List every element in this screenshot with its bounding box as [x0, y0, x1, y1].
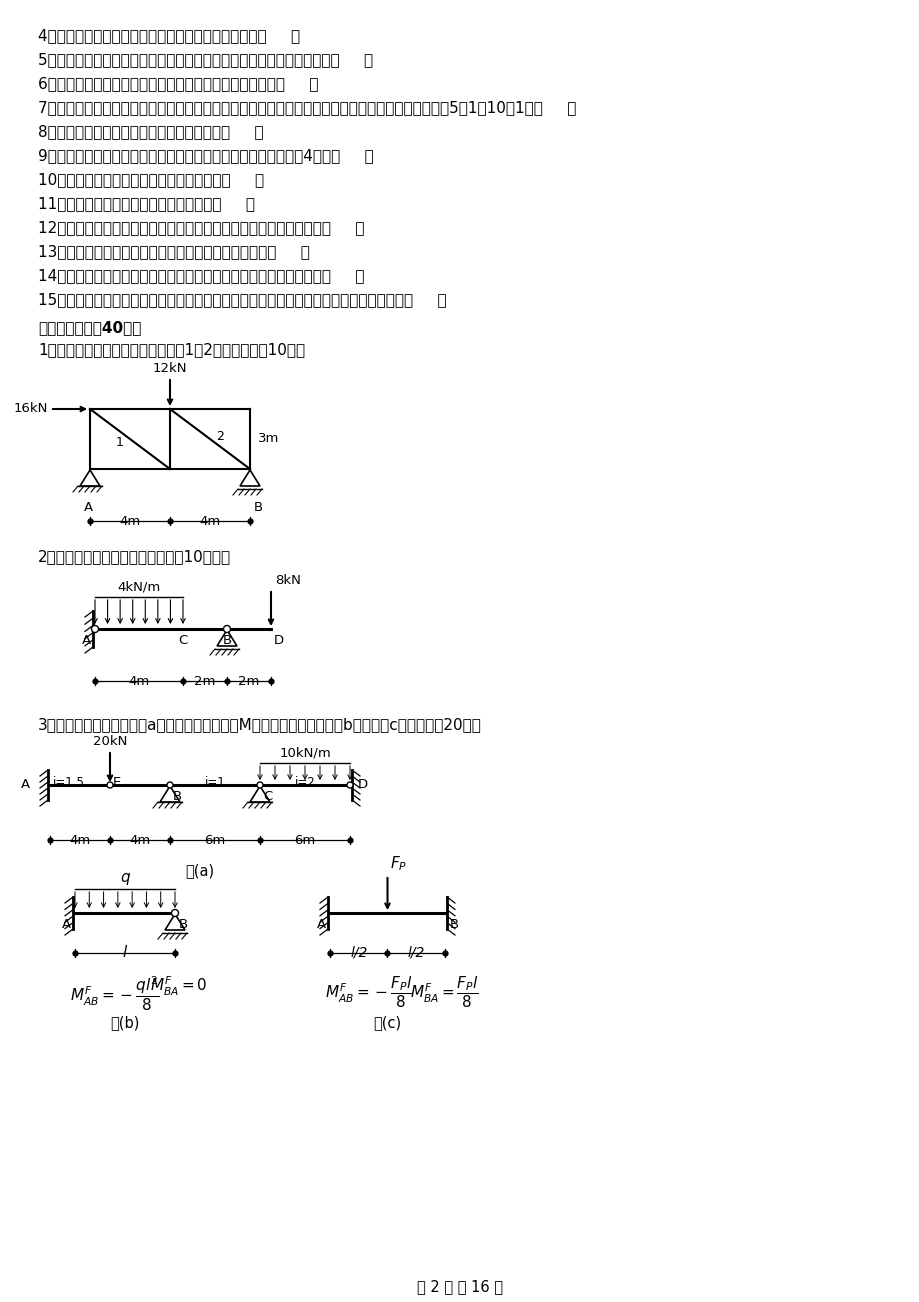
- Text: 图(a): 图(a): [186, 863, 214, 878]
- Text: 2: 2: [216, 430, 223, 443]
- Text: 三、计算题（全40分）: 三、计算题（全40分）: [38, 320, 142, 335]
- Text: $F_P$: $F_P$: [390, 854, 407, 874]
- Text: $M_{BA}^F = \dfrac{F_Pl}{8}$: $M_{BA}^F = \dfrac{F_Pl}{8}$: [410, 975, 478, 1010]
- Text: 3m: 3m: [257, 432, 279, 445]
- Text: 第 2 页 共 16 页: 第 2 页 共 16 页: [416, 1280, 503, 1294]
- Text: 1: 1: [116, 435, 124, 448]
- Text: A: A: [62, 918, 71, 931]
- Text: 4m: 4m: [129, 674, 150, 687]
- Text: 15．力系简化所得的合力的投影和简化中心位置无关，而合力偶矩和简化中心位置有关。（     ）: 15．力系简化所得的合力的投影和简化中心位置无关，而合力偶矩和简化中心位置有关。…: [38, 292, 446, 307]
- Text: 3、用力矩分配法计算图（a）所示连续梁，并画M图。固端弯矩表见图（b）和图（c）所示。（20分）: 3、用力矩分配法计算图（a）所示连续梁，并画M图。固端弯矩表见图（b）和图（c）…: [38, 717, 482, 732]
- Text: 2m: 2m: [194, 674, 215, 687]
- Text: q: q: [120, 870, 130, 885]
- Text: 图(b): 图(b): [110, 1016, 140, 1030]
- Text: A: A: [82, 634, 91, 647]
- Text: 4kN/m: 4kN/m: [118, 579, 161, 592]
- Text: $M_{AB}^F = -\dfrac{F_Pl}{8}$: $M_{AB}^F = -\dfrac{F_Pl}{8}$: [324, 975, 412, 1010]
- Text: 5．杆件变形的基本形式共有轴向拉伸与压缩、剪切、捧转和弯曲四种。（     ）: 5．杆件变形的基本形式共有轴向拉伸与压缩、剪切、捧转和弯曲四种。（ ）: [38, 52, 373, 66]
- Text: 6．截面上的剪力使研究对象有逆时针转向趋势时取正値。（     ）: 6．截面上的剪力使研究对象有逆时针转向趋势时取正値。（ ）: [38, 76, 318, 91]
- Text: $M_{AB}^F = -\dfrac{ql^2}{8}$: $M_{AB}^F = -\dfrac{ql^2}{8}$: [70, 975, 160, 1013]
- Text: l: l: [123, 945, 127, 960]
- Text: 4m: 4m: [199, 516, 221, 529]
- Text: B: B: [449, 918, 459, 931]
- Text: i=1: i=1: [204, 776, 225, 789]
- Text: B: B: [222, 634, 232, 647]
- Text: 图(c): 图(c): [373, 1016, 401, 1030]
- Text: A: A: [316, 918, 325, 931]
- Text: 8kN: 8kN: [275, 574, 301, 587]
- Text: 14．在使用图乘法时，两个相乘的图形中，至少有一个为直线图形。（     ）: 14．在使用图乘法时，两个相乘的图形中，至少有一个为直线图形。（ ）: [38, 268, 364, 283]
- Text: l/2: l/2: [407, 947, 425, 960]
- Text: B: B: [173, 790, 182, 803]
- Text: 8．平面图形的对称轴一定通过图形的形心。（     ）: 8．平面图形的对称轴一定通过图形的形心。（ ）: [38, 124, 264, 139]
- Text: $M_{BA}^F = 0$: $M_{BA}^F = 0$: [150, 975, 208, 999]
- Text: B: B: [179, 918, 187, 931]
- Text: i=2: i=2: [294, 776, 315, 789]
- Circle shape: [346, 783, 353, 788]
- Circle shape: [256, 783, 263, 788]
- Text: A: A: [21, 779, 30, 792]
- Text: 11．力法的基本未知量就是多余未知力。（     ）: 11．力法的基本未知量就是多余未知力。（ ）: [38, 197, 255, 211]
- Text: 4m: 4m: [130, 835, 151, 848]
- Circle shape: [223, 625, 231, 633]
- Text: 10kN/m: 10kN/m: [278, 747, 331, 760]
- Text: E: E: [113, 776, 121, 789]
- Text: 6m: 6m: [294, 835, 315, 848]
- Text: 7．作材料的拉伸试验的试件，中间部分的工作长度是标距，规定圆形截面的试件，标距和直径之比为5：1或10：1。（     ）: 7．作材料的拉伸试验的试件，中间部分的工作长度是标距，规定圆形截面的试件，标距和…: [38, 100, 575, 115]
- Text: 13．力偶的作用面是指组成力偶的两个力所在的平面。（     ）: 13．力偶的作用面是指组成力偶的两个力所在的平面。（ ）: [38, 243, 310, 259]
- Text: 20kN: 20kN: [93, 736, 127, 749]
- Circle shape: [167, 783, 173, 788]
- Text: C: C: [263, 790, 272, 803]
- Text: B: B: [254, 501, 263, 514]
- Text: 1．计算下图所示桑架的支座反力及1、2杆的轴力。（10分）: 1．计算下图所示桑架的支座反力及1、2杆的轴力。（10分）: [38, 342, 305, 357]
- Text: l/2: l/2: [350, 947, 367, 960]
- Text: 10．挠度向下为正，转角逆时针转向为正。（     ）: 10．挠度向下为正，转角逆时针转向为正。（ ）: [38, 172, 264, 187]
- Text: 4．多余约束是指维持体系几何不变性所多余的约束。（     ）: 4．多余约束是指维持体系几何不变性所多余的约束。（ ）: [38, 29, 300, 43]
- Text: 12．力矩分配法的三个基本要素为转动刺度、分配系数和传递系数。（     ）: 12．力矩分配法的三个基本要素为转动刺度、分配系数和传递系数。（ ）: [38, 220, 364, 234]
- Circle shape: [171, 910, 178, 917]
- Text: 16kN: 16kN: [14, 402, 48, 415]
- Text: 12kN: 12kN: [153, 362, 187, 375]
- Text: 9．两端固定的压杆，其长度系数是一端固定、一端自由的压杆的4倍。（     ）: 9．两端固定的压杆，其长度系数是一端固定、一端自由的压杆的4倍。（ ）: [38, 148, 373, 163]
- Text: 4m: 4m: [69, 835, 91, 848]
- Text: 2．画出下图所示外伸梁的内力图（10分）。: 2．画出下图所示外伸梁的内力图（10分）。: [38, 549, 231, 564]
- Text: D: D: [357, 779, 368, 792]
- Text: A: A: [84, 501, 93, 514]
- Circle shape: [91, 625, 98, 633]
- Text: 4m: 4m: [119, 516, 141, 529]
- Text: D: D: [274, 634, 284, 647]
- Circle shape: [107, 783, 113, 788]
- Text: 6m: 6m: [204, 835, 225, 848]
- Text: C: C: [178, 634, 187, 647]
- Text: i=1.5: i=1.5: [53, 776, 85, 789]
- Text: 2m: 2m: [238, 674, 259, 687]
